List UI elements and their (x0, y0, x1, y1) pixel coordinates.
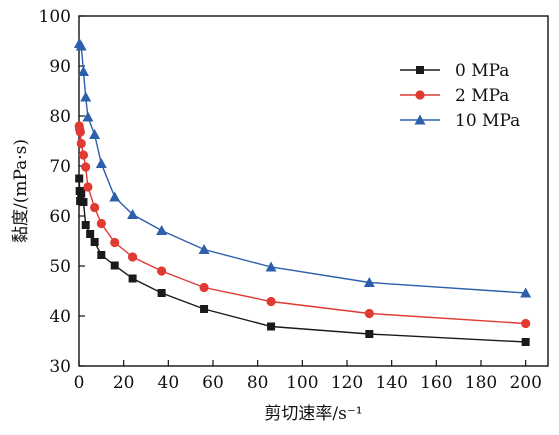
data-point (127, 209, 139, 219)
data-point (364, 308, 374, 319)
data-point (86, 230, 95, 238)
axes: 0 20 40 60 80 100 120 140 160 180 200 30 40 50 60 70 80 9… (39, 7, 549, 393)
y-tick-label: 70 (49, 157, 71, 177)
legend-label: 0 MPa (455, 61, 509, 81)
legend-label: 2 MPa (455, 86, 509, 106)
legend-item: 2 MPa (400, 86, 509, 106)
data-point (267, 322, 276, 331)
data-point (156, 225, 168, 235)
data-point (75, 40, 87, 51)
series-line (78, 125, 526, 325)
data-point (521, 318, 531, 329)
x-tick-label: 20 (113, 373, 135, 393)
y-tick-label: 50 (49, 257, 71, 277)
series-layer (73, 38, 532, 346)
data-point (82, 111, 94, 122)
data-point (83, 182, 93, 192)
data-point (97, 251, 106, 259)
data-point (365, 330, 374, 338)
data-point (520, 287, 532, 298)
x-axis-title: 剪切速率/s⁻¹ (264, 404, 362, 424)
data-point (109, 191, 121, 202)
x-tick-label: 200 (509, 373, 541, 393)
data-point (110, 237, 120, 248)
y-tick-label: 80 (49, 107, 71, 127)
data-point (157, 266, 167, 276)
series-line (78, 178, 526, 343)
data-point (416, 66, 424, 74)
data-point (90, 202, 100, 213)
data-point (80, 91, 92, 102)
data-point (96, 218, 106, 229)
data-point (81, 162, 91, 172)
x-tick-label: 140 (375, 373, 407, 393)
data-point (265, 261, 277, 272)
data-point (90, 238, 99, 246)
x-tick-label: 40 (158, 373, 180, 393)
x-tick-label: 100 (286, 373, 318, 393)
y-tick-label: 60 (49, 207, 71, 227)
data-point (75, 174, 84, 183)
series-triangle (73, 38, 532, 298)
data-point (77, 66, 89, 76)
data-point (79, 198, 88, 206)
data-point (75, 127, 85, 137)
y-axis-title: 黏度/(mPa·s) (11, 139, 31, 243)
data-point (363, 277, 375, 287)
data-point (266, 296, 276, 307)
x-tick-label: 80 (247, 373, 269, 393)
data-point (198, 244, 210, 254)
data-point (415, 90, 425, 100)
data-point (200, 305, 209, 313)
legend-item: 10 MPa (400, 111, 520, 131)
data-point (128, 252, 138, 262)
data-point (78, 150, 89, 160)
data-point (414, 114, 426, 125)
data-point (77, 189, 86, 198)
data-point (128, 274, 137, 283)
series-circle (74, 121, 531, 329)
data-point (95, 158, 107, 168)
x-tick-label: 160 (420, 373, 452, 393)
y-tick-label: 90 (49, 57, 71, 77)
y-tick-label: 30 (49, 357, 71, 377)
data-point (76, 138, 86, 149)
data-point (199, 282, 209, 293)
x-tick-label: 180 (465, 373, 497, 393)
data-point (521, 338, 530, 346)
x-tick-label: 120 (331, 373, 363, 393)
legend-label: 10 MPa (455, 111, 520, 131)
data-point (89, 129, 101, 139)
data-point (110, 261, 119, 270)
data-point (157, 289, 166, 297)
x-tick-label: 0 (74, 373, 85, 393)
legend: 0 MPa 2 MPa 10 MPa (400, 61, 520, 131)
data-point (81, 221, 90, 229)
legend-item: 0 MPa (400, 61, 509, 81)
x-tick-label: 60 (202, 373, 224, 393)
series-square (75, 174, 530, 346)
y-tick-label: 40 (49, 307, 71, 327)
y-tick-label: 100 (39, 7, 71, 27)
